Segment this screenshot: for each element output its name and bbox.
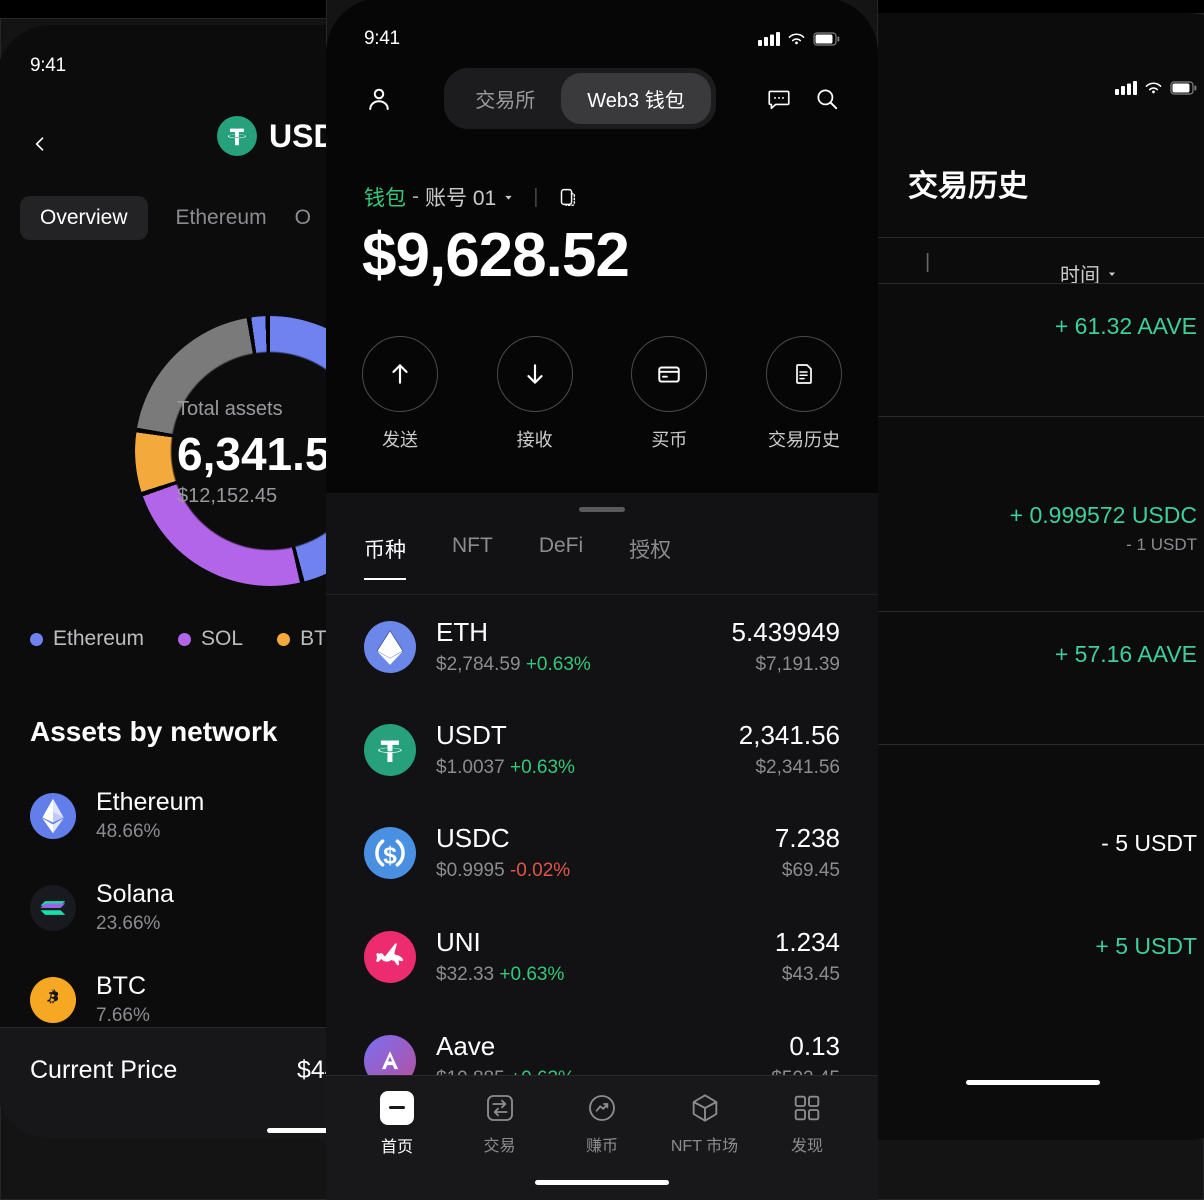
svg-text:$: $ <box>383 842 397 869</box>
